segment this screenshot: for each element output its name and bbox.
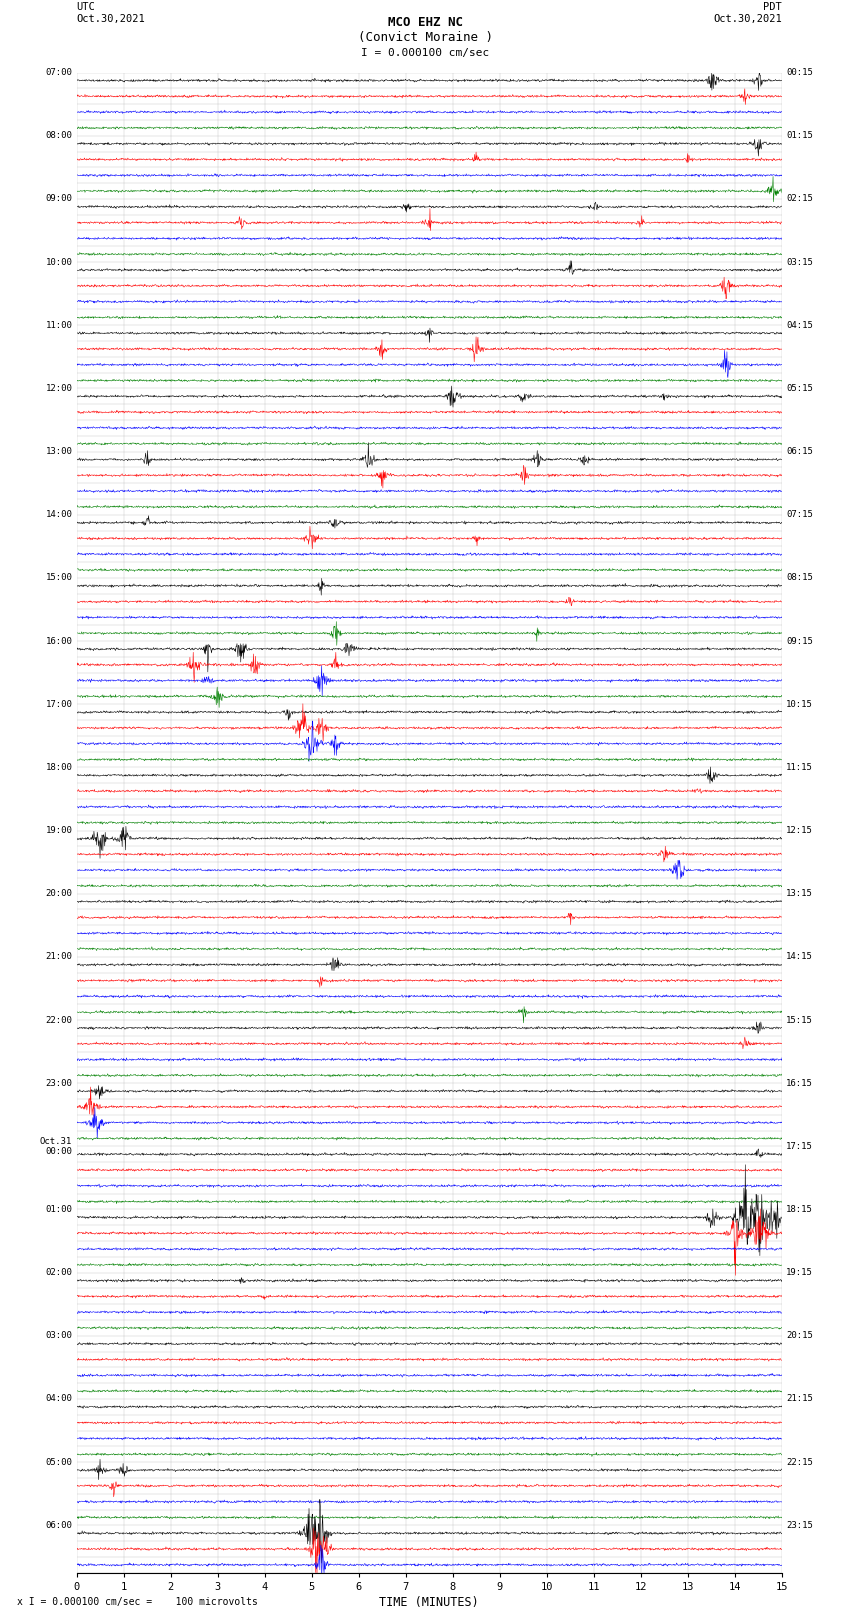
Text: PDT
Oct.30,2021: PDT Oct.30,2021 <box>713 2 782 24</box>
Text: 01:15: 01:15 <box>786 131 813 140</box>
Text: 23:15: 23:15 <box>786 1521 813 1529</box>
Text: 01:00: 01:00 <box>45 1205 72 1215</box>
Text: 09:00: 09:00 <box>45 195 72 203</box>
Text: 08:15: 08:15 <box>786 573 813 582</box>
Text: 00:15: 00:15 <box>786 68 813 77</box>
Text: 21:15: 21:15 <box>786 1395 813 1403</box>
Text: Oct.31
00:00: Oct.31 00:00 <box>40 1137 72 1157</box>
Text: UTC
Oct.30,2021: UTC Oct.30,2021 <box>76 2 145 24</box>
Text: 07:00: 07:00 <box>45 68 72 77</box>
Text: 13:00: 13:00 <box>45 447 72 456</box>
Text: 23:00: 23:00 <box>45 1079 72 1087</box>
Text: x I = 0.000100 cm/sec =    100 microvolts: x I = 0.000100 cm/sec = 100 microvolts <box>17 1597 258 1607</box>
Text: 12:15: 12:15 <box>786 826 813 836</box>
Text: (Convict Moraine ): (Convict Moraine ) <box>358 31 492 44</box>
Text: 18:15: 18:15 <box>786 1205 813 1215</box>
Text: 22:00: 22:00 <box>45 1016 72 1024</box>
Text: 02:15: 02:15 <box>786 195 813 203</box>
Text: 05:00: 05:00 <box>45 1458 72 1466</box>
Text: 13:15: 13:15 <box>786 889 813 898</box>
Text: 10:15: 10:15 <box>786 700 813 708</box>
Text: 02:00: 02:00 <box>45 1268 72 1277</box>
Text: 11:15: 11:15 <box>786 763 813 773</box>
Text: 14:15: 14:15 <box>786 952 813 961</box>
Text: 14:00: 14:00 <box>45 510 72 519</box>
Text: 06:15: 06:15 <box>786 447 813 456</box>
Text: 04:00: 04:00 <box>45 1395 72 1403</box>
Text: 16:00: 16:00 <box>45 637 72 645</box>
Text: 17:15: 17:15 <box>786 1142 813 1150</box>
Text: 04:15: 04:15 <box>786 321 813 329</box>
Text: 19:15: 19:15 <box>786 1268 813 1277</box>
Text: 07:15: 07:15 <box>786 510 813 519</box>
Text: 22:15: 22:15 <box>786 1458 813 1466</box>
Text: 16:15: 16:15 <box>786 1079 813 1087</box>
Text: MCO EHZ NC: MCO EHZ NC <box>388 16 462 29</box>
Text: 20:15: 20:15 <box>786 1331 813 1340</box>
Text: 11:00: 11:00 <box>45 321 72 329</box>
Text: 19:00: 19:00 <box>45 826 72 836</box>
X-axis label: TIME (MINUTES): TIME (MINUTES) <box>379 1595 479 1608</box>
Text: 03:15: 03:15 <box>786 258 813 266</box>
Text: 15:15: 15:15 <box>786 1016 813 1024</box>
Text: 21:00: 21:00 <box>45 952 72 961</box>
Text: 05:15: 05:15 <box>786 384 813 394</box>
Text: I = 0.000100 cm/sec: I = 0.000100 cm/sec <box>361 48 489 58</box>
Text: 06:00: 06:00 <box>45 1521 72 1529</box>
Text: 17:00: 17:00 <box>45 700 72 708</box>
Text: 10:00: 10:00 <box>45 258 72 266</box>
Text: 03:00: 03:00 <box>45 1331 72 1340</box>
Text: 09:15: 09:15 <box>786 637 813 645</box>
Text: 20:00: 20:00 <box>45 889 72 898</box>
Text: 12:00: 12:00 <box>45 384 72 394</box>
Text: 08:00: 08:00 <box>45 131 72 140</box>
Text: 18:00: 18:00 <box>45 763 72 773</box>
Text: 15:00: 15:00 <box>45 573 72 582</box>
